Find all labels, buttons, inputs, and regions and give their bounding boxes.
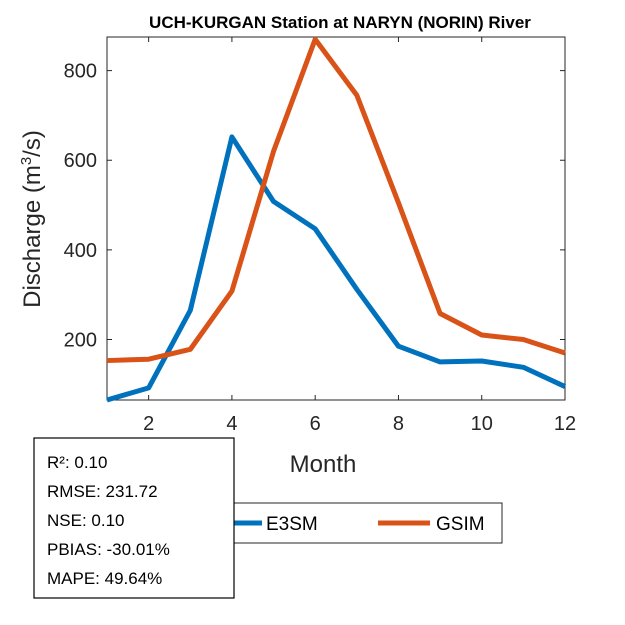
axis-ticks: 2 4 6 8 10 12 200 400 600 800 bbox=[64, 37, 576, 435]
y-tick-label: 800 bbox=[64, 61, 97, 83]
y-tick-label: 400 bbox=[64, 240, 97, 262]
series-lines bbox=[106, 36, 567, 403]
x-tick-label: 10 bbox=[471, 413, 493, 435]
x-tick-label: 4 bbox=[226, 413, 237, 435]
plot-frame bbox=[106, 36, 566, 401]
x-tick-label: 2 bbox=[143, 413, 154, 435]
stat-nse: NSE: 0.10 bbox=[47, 511, 125, 530]
x-tick-label: 6 bbox=[310, 413, 321, 435]
y-tick-label: 200 bbox=[64, 330, 97, 352]
stat-rmse: RMSE: 231.72 bbox=[47, 482, 158, 501]
legend: E3SM GSIM bbox=[225, 502, 503, 544]
stats-box-frame bbox=[33, 437, 235, 599]
stat-pbias: PBIAS: -30.01% bbox=[47, 540, 170, 559]
stat-r2: R²: 0.10 bbox=[47, 453, 107, 472]
legend-label-gsim: GSIM bbox=[436, 514, 485, 535]
stats-box: R²: 0.10 RMSE: 231.72 NSE: 0.10 PBIAS: -… bbox=[33, 437, 235, 599]
chart-title: UCH-KURGAN Station at NARYN (NORIN) Rive… bbox=[149, 13, 531, 32]
stat-mape: MAPE: 49.64% bbox=[47, 569, 162, 588]
legend-label-e3sm: E3SM bbox=[266, 514, 318, 535]
y-axis-label: Discharge (m3/s) bbox=[18, 130, 46, 308]
y-axis-label-suffix: /s) bbox=[19, 130, 46, 157]
x-axis-label: Month bbox=[290, 451, 357, 478]
y-axis-label-superscript: 3 bbox=[18, 157, 35, 165]
y-tick-label: 600 bbox=[64, 150, 97, 172]
y-axis-label-prefix: Discharge (m bbox=[19, 165, 46, 308]
x-tick-label: 12 bbox=[554, 413, 576, 435]
series-line-gsim bbox=[106, 36, 566, 364]
series-line-e3sm bbox=[106, 134, 567, 403]
x-tick-label: 8 bbox=[393, 413, 404, 435]
